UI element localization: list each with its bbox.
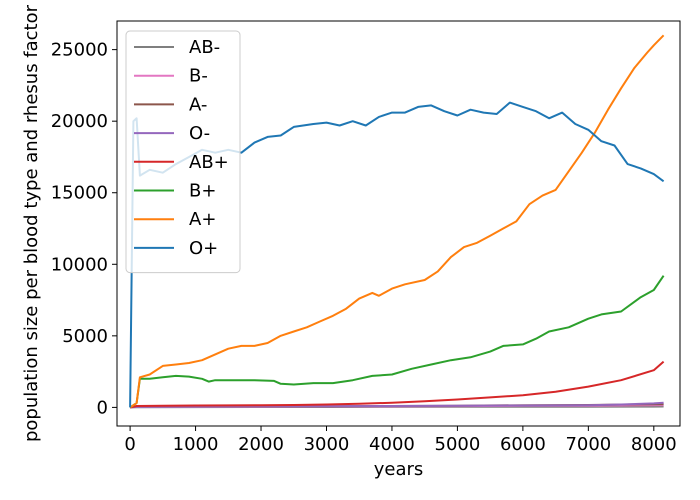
series-line-Apos — [129, 34, 665, 409]
x-tick-label: 5000 — [435, 434, 481, 455]
x-tick-label: 2000 — [238, 434, 284, 455]
y-tick-label: 20000 — [51, 111, 108, 132]
x-tick-label: 4000 — [369, 434, 415, 455]
series-line-ABpos — [129, 360, 665, 409]
x-axis-ticks: 0 1000 2000 3000 4000 5000 6000 7000 8000 — [124, 426, 677, 455]
y-tick-label: 10000 — [51, 254, 108, 275]
legend-label: B- — [189, 66, 208, 87]
y-axis-ticks: 0 5000 10000 15000 20000 25000 — [51, 40, 117, 418]
x-tick-label: 3000 — [304, 434, 350, 455]
legend-label: A+ — [189, 209, 216, 230]
plot-area — [116, 20, 681, 427]
x-tick-label: 7000 — [565, 434, 611, 455]
legend-label: O- — [189, 123, 210, 144]
legend-label: B+ — [189, 181, 216, 202]
y-tick-label: 5000 — [62, 326, 108, 347]
legend: AB- B- A- O- AB+ B+ A+ O+ — [125, 30, 241, 274]
y-tick-label: 0 — [97, 397, 108, 418]
x-tick-label: 1000 — [173, 434, 219, 455]
series-line-Bpos — [129, 275, 665, 409]
y-axis-label: population size per blood type and rhesu… — [21, 4, 42, 442]
legend-label: AB+ — [189, 152, 229, 173]
x-axis-label: years — [374, 459, 424, 480]
plot-frame — [116, 20, 681, 427]
y-tick-label: 15000 — [51, 183, 108, 204]
legend-label: A- — [189, 94, 207, 115]
x-tick-label: 0 — [124, 434, 135, 455]
legend-box — [125, 30, 241, 274]
x-tick-label: 8000 — [631, 434, 677, 455]
y-tick-label: 25000 — [51, 40, 108, 61]
x-tick-label: 6000 — [500, 434, 546, 455]
legend-label: O+ — [189, 238, 218, 259]
legend-label: AB- — [189, 37, 220, 58]
